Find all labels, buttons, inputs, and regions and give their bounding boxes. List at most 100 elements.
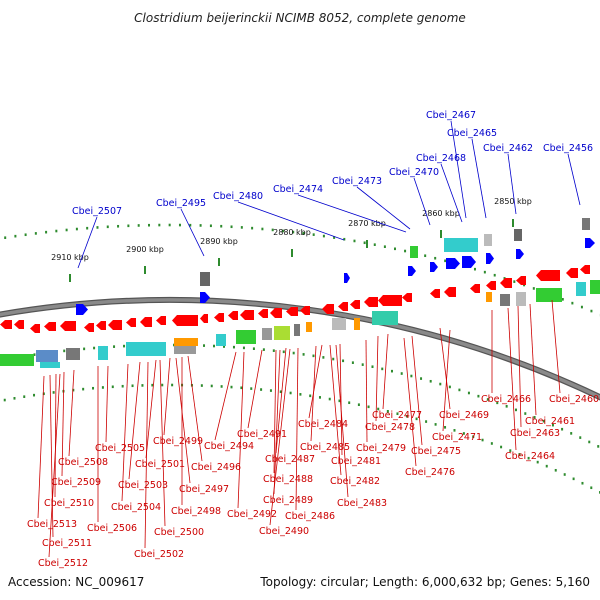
ruler-dot <box>4 236 7 240</box>
ruler-dot <box>473 267 476 271</box>
inner-ring-dot <box>3 398 6 402</box>
ruler-dot <box>240 226 243 229</box>
inner-ring-dot <box>381 367 384 371</box>
inner-ring-dot <box>13 397 16 400</box>
inner-ring-dot <box>252 347 255 350</box>
inner-ring-dot <box>309 394 312 398</box>
inner-ring-dot <box>93 346 96 350</box>
cds-domain <box>66 348 80 360</box>
ruler-dot <box>493 273 496 277</box>
inner-ring-dot <box>415 417 418 421</box>
cds-domain <box>486 292 492 302</box>
gene-arrow <box>84 323 94 332</box>
ruler-dot <box>312 233 315 236</box>
ruler-dot <box>393 247 396 251</box>
ruler-dot <box>292 230 295 234</box>
ruler-dot <box>353 239 356 243</box>
gene-arrow <box>126 318 136 327</box>
gene-arrow <box>536 270 560 281</box>
inner-ring-dot <box>500 445 503 449</box>
reverse-gene-label: Cbei_2477 <box>372 410 422 421</box>
inner-ring-dot <box>554 468 557 472</box>
reverse-gene-label: Cbei_2482 <box>330 476 380 487</box>
inner-ring-dot <box>92 386 95 390</box>
inner-ring-dot <box>425 420 428 423</box>
forward-gene-label: Cbei_2467 <box>426 110 476 121</box>
gene-arrow <box>486 281 496 290</box>
forward-gene-label: Cbei_2456 <box>543 143 593 154</box>
reverse-gene-label: Cbei_2490 <box>259 526 309 537</box>
reverse-gene-label: Cbei_2497 <box>179 484 229 495</box>
gene-arrow <box>200 314 208 323</box>
label-leader <box>507 153 517 215</box>
reverse-gene-label: Cbei_2509 <box>51 477 101 488</box>
ruler-dot <box>302 232 305 235</box>
inner-ring-dot <box>410 374 413 378</box>
cds-domain <box>98 346 108 360</box>
cds-domain <box>372 311 398 325</box>
gene-arrow <box>228 311 238 320</box>
topology-text: Topology: circular; Length: 6,000,632 bp… <box>259 575 590 589</box>
tick-label: 2900 kbp <box>126 245 164 254</box>
label-leader <box>163 357 171 436</box>
gene-arrow <box>0 320 12 329</box>
reverse-gene-label: Cbei_2481 <box>331 456 381 467</box>
inner-ring-dot <box>151 383 154 387</box>
inner-ring-dot <box>230 385 233 389</box>
cds-domain <box>410 246 418 258</box>
tick-label: 2910 kbp <box>51 253 89 262</box>
gene-arrow <box>486 253 494 264</box>
inner-ring-dot <box>434 423 437 426</box>
inner-ring-dot <box>210 384 213 388</box>
inner-ring-dot <box>406 414 409 418</box>
inner-ring-dot <box>200 384 203 387</box>
inner-ring-dot <box>357 403 360 407</box>
inner-ring-dot <box>101 386 104 389</box>
gene-arrow <box>96 321 106 330</box>
ruler-dot <box>230 225 233 229</box>
gene-arrow <box>430 262 438 272</box>
gene-arrow <box>364 297 378 307</box>
reverse-gene-label: Cbei_2499 <box>153 436 203 447</box>
tick-label: 2850 kbp <box>494 197 532 206</box>
ruler-dot <box>137 224 140 227</box>
inner-ring-dot <box>371 365 374 369</box>
gene-arrow <box>446 258 460 269</box>
inner-ring-dot <box>279 390 282 394</box>
reverse-gene-label: Cbei_2485 <box>300 442 350 453</box>
reverse-gene-label: Cbei_2501 <box>135 459 185 470</box>
reverse-gene-label: Cbei_2494 <box>204 441 254 452</box>
inner-ring-dot <box>322 356 325 359</box>
inner-ring-dot <box>361 363 364 366</box>
cds-domain <box>306 322 312 332</box>
label-leader <box>61 371 65 477</box>
ruler-dot <box>503 277 506 280</box>
inner-ring-dot <box>462 432 465 435</box>
ruler-dot <box>96 226 99 229</box>
inner-ring-dot <box>289 391 292 395</box>
cds-domain <box>0 354 34 366</box>
label-leader <box>144 361 149 549</box>
label-leader <box>295 347 299 511</box>
label-leader <box>37 375 45 519</box>
inner-ring-dot <box>377 407 380 411</box>
inner-ring-dot <box>338 399 341 403</box>
inner-ring-dot <box>220 385 223 388</box>
gene-arrow <box>402 293 412 302</box>
genome-backbone <box>0 297 600 401</box>
backbone-outline <box>0 297 600 401</box>
ruler-dot <box>404 249 407 253</box>
label-leader <box>551 299 561 394</box>
inner-ring-dot <box>332 357 335 361</box>
label-leader <box>517 305 522 428</box>
inner-ring-dot <box>590 486 593 490</box>
gene-arrow <box>516 249 524 259</box>
inner-ring-dot <box>588 440 591 444</box>
label-leader <box>442 329 451 432</box>
inner-ring-dot <box>581 481 584 485</box>
label-leader <box>507 307 517 451</box>
cds-domain <box>262 328 272 340</box>
inner-ring-dot <box>292 351 295 355</box>
cds-domain <box>500 294 510 306</box>
